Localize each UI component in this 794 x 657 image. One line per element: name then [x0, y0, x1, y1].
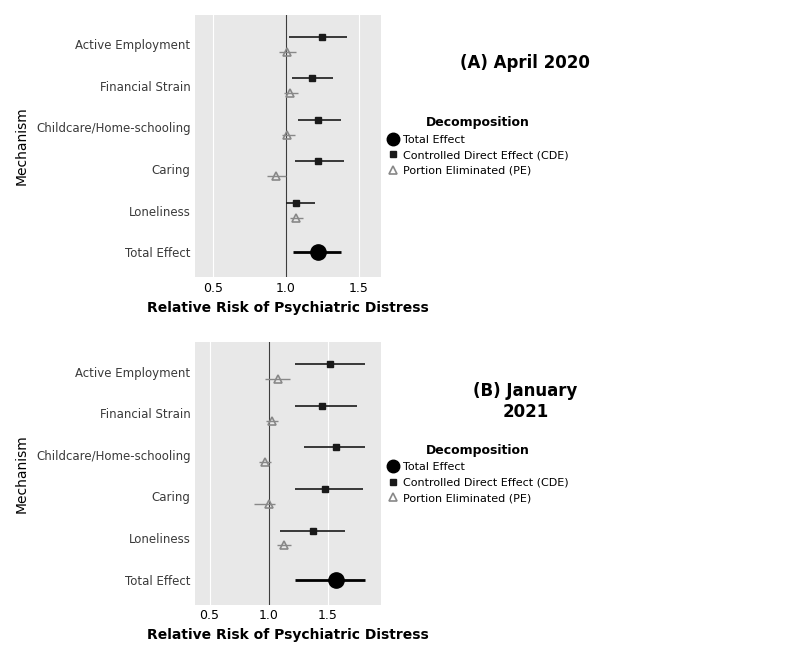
Legend: Total Effect, Controlled Direct Effect (CDE), Portion Eliminated (PE): Total Effect, Controlled Direct Effect (…: [388, 443, 569, 503]
X-axis label: Relative Risk of Psychiatric Distress: Relative Risk of Psychiatric Distress: [147, 301, 429, 315]
Legend: Total Effect, Controlled Direct Effect (CDE), Portion Eliminated (PE): Total Effect, Controlled Direct Effect (…: [388, 116, 569, 176]
Text: (A) April 2020: (A) April 2020: [461, 55, 591, 72]
X-axis label: Relative Risk of Psychiatric Distress: Relative Risk of Psychiatric Distress: [147, 628, 429, 642]
Y-axis label: Mechanism: Mechanism: [15, 434, 29, 513]
Y-axis label: Mechanism: Mechanism: [15, 106, 29, 185]
Text: (B) January
2021: (B) January 2021: [473, 382, 577, 420]
